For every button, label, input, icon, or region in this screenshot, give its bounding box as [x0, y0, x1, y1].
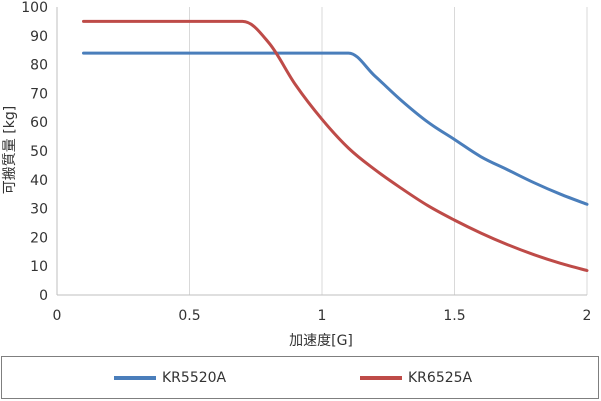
y-axis-label: 可搬質量 [kg] — [2, 106, 18, 194]
series-line-kr6525a — [82, 19, 589, 273]
legend-swatch-kr5520a — [114, 375, 156, 380]
x-tick-label: 2 — [583, 308, 592, 324]
legend-item-kr5520a: KR5520A — [114, 357, 226, 398]
x-tick-label: 0 — [53, 308, 62, 324]
y-tick-label: 70 — [30, 86, 48, 102]
x-tick-label: 0.5 — [178, 308, 200, 324]
legend-swatch-kr6525a — [360, 375, 402, 380]
legend-item-kr6525a: KR6525A — [360, 357, 472, 398]
y-tick-label: 60 — [30, 115, 48, 131]
x-axis-label: 加速度[G] — [289, 333, 353, 349]
legend: KR5520A KR6525A — [1, 356, 599, 399]
y-tick-label: 90 — [30, 29, 48, 45]
y-tick-label: 30 — [30, 202, 48, 218]
series-line-kr5520a — [82, 51, 589, 206]
legend-label-kr5520a: KR5520A — [162, 369, 227, 386]
y-tick-label: 0 — [39, 288, 48, 304]
y-tick-label: 20 — [30, 230, 48, 246]
y-tick-labels: 0 10 20 30 40 50 60 70 80 90 100 — [21, 0, 48, 304]
y-tick-label: 10 — [30, 259, 48, 275]
y-tick-label: 80 — [30, 58, 48, 74]
grid-lines — [189, 7, 588, 295]
x-tick-label: 1 — [318, 308, 327, 324]
y-tick-label: 40 — [30, 173, 48, 189]
y-tick-label: 100 — [21, 0, 48, 16]
legend-label-kr6525a: KR6525A — [408, 369, 473, 386]
axes — [56, 7, 587, 296]
series-lines — [82, 19, 589, 273]
y-tick-label: 50 — [30, 144, 48, 160]
x-tick-label: 1.5 — [443, 308, 465, 324]
x-tick-labels: 0 0.5 1 1.5 2 — [53, 308, 592, 324]
